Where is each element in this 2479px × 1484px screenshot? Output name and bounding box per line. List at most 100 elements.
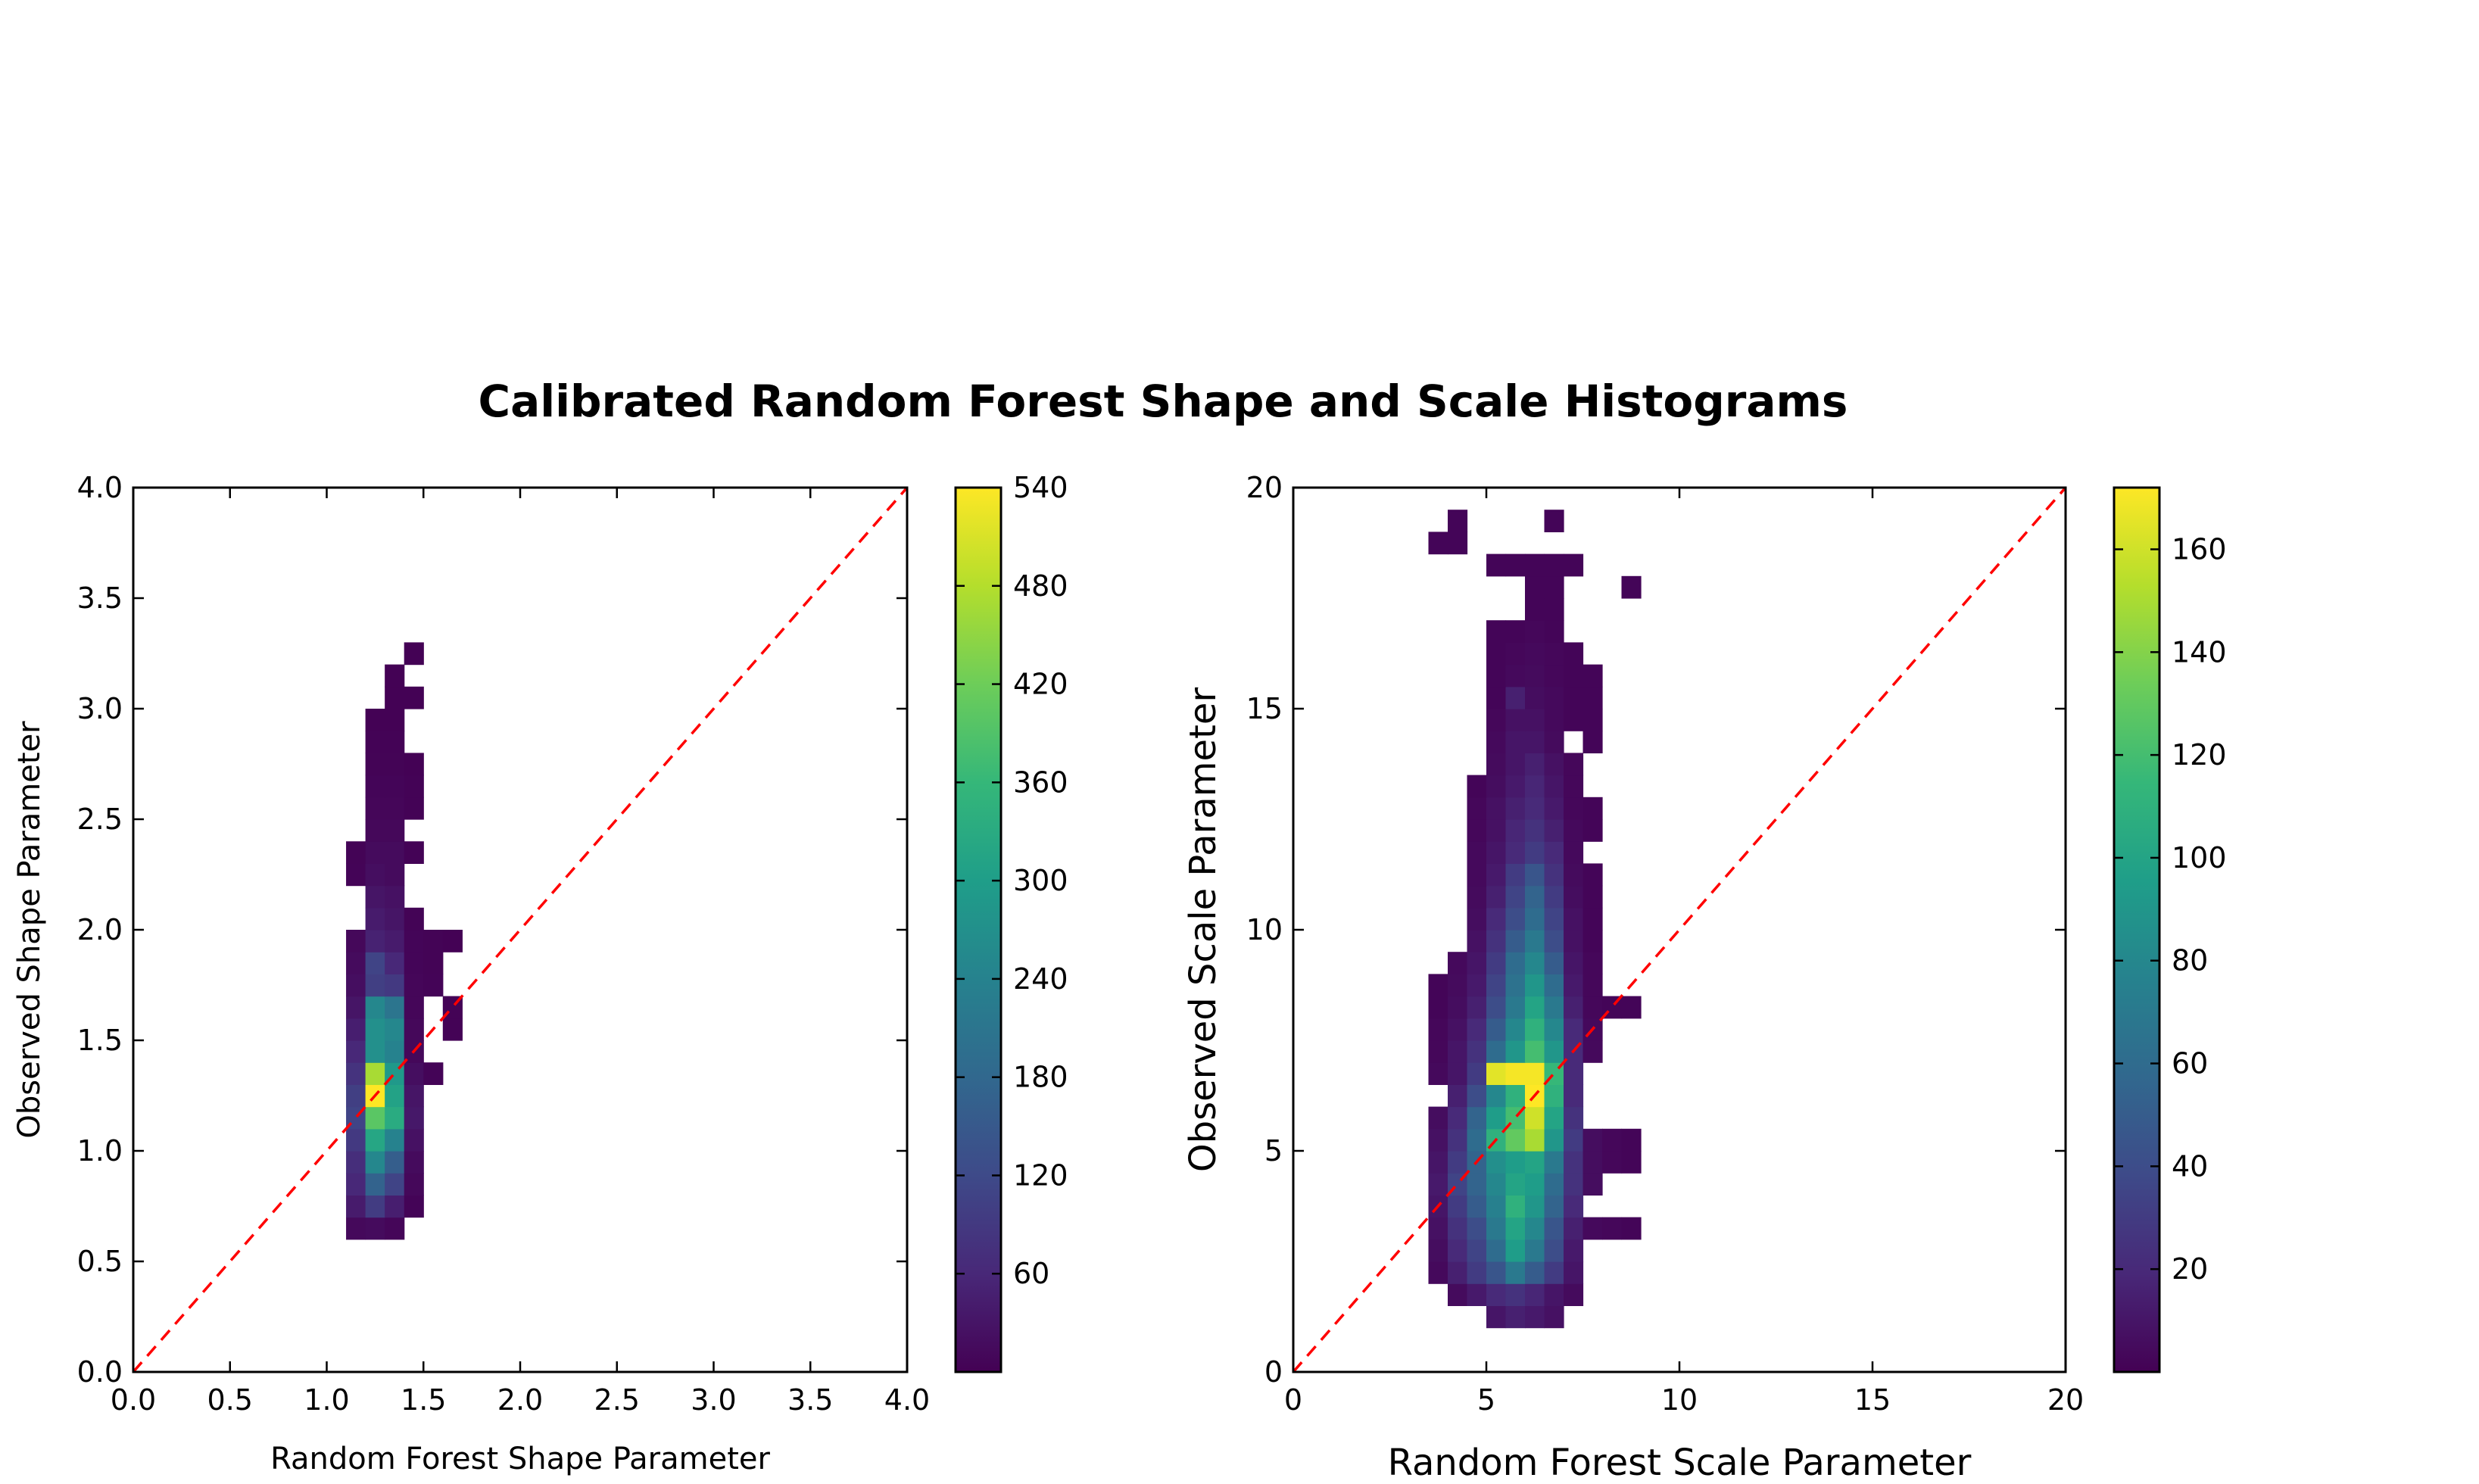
heatmap-cell [346,1195,366,1218]
heatmap-cell [1525,642,1545,666]
heatmap-cell [1428,1261,1448,1284]
heatmap-cell [1467,1283,1487,1306]
heatmap-cell [1583,1151,1603,1174]
heatmap-cell [1486,1106,1507,1130]
heatmap-cell [1621,575,1642,599]
heatmap-cell [1486,1040,1507,1063]
heatmap-cell [1525,598,1545,621]
colorbar-tick-label: 40 [2172,1149,2208,1183]
heatmap-cells [1428,510,1642,1329]
heatmap-cell [1525,575,1545,599]
heatmap-cell [1564,1062,1584,1085]
heatmap-cell [346,1084,366,1108]
heatmap-cell [1564,952,1584,974]
heatmap-cell [1525,996,1545,1019]
heatmap-cells [346,642,463,1240]
heatmap-cell [1544,1239,1564,1262]
heatmap-cell [1525,1305,1545,1329]
heatmap-cell [1564,1151,1584,1174]
heatmap-cell [1486,1305,1507,1329]
heatmap-cell [385,974,405,997]
heatmap-cell [1583,819,1603,842]
heatmap-cell [442,1018,463,1041]
heatmap-cell [1583,974,1603,997]
heatmap-cell [1467,1040,1487,1063]
y-tick-label: 5 [1264,1134,1283,1168]
heatmap-cell [1467,1128,1487,1152]
heatmap-cell [1505,1217,1526,1240]
heatmap-cell [1564,1173,1584,1196]
heatmap-cell [385,664,405,687]
heatmap-cell [1486,1173,1507,1196]
x-tick-label: 5 [1477,1383,1495,1417]
heatmap-cell [404,952,424,974]
heatmap-cell [1448,1239,1468,1262]
heatmap-cell [346,1217,366,1240]
heatmap-cell [346,1040,366,1063]
scale-histogram-panel: 0 5 10 15 20 0 5 10 15 20 Random Forest Scale Para… [1182,471,2084,1484]
x-tick-label: 4.0 [884,1383,930,1417]
heatmap-cell [365,952,385,974]
heatmap-cell [346,996,366,1019]
heatmap-cell [346,1128,366,1152]
heatmap-cell [365,797,385,820]
heatmap-cell [1621,1128,1642,1152]
heatmap-cell [1505,1195,1526,1218]
heatmap-cell [1583,1173,1603,1196]
heatmap-cell [404,996,424,1019]
heatmap-cell [1486,819,1507,842]
heatmap-cell [404,1173,424,1196]
heatmap-cell [1602,1151,1623,1174]
heatmap-cell [1564,841,1584,864]
y-tick-label: 2.0 [77,913,123,946]
heatmap-cell [1448,1040,1468,1063]
heatmap-cell [1544,1305,1564,1329]
heatmap-cell [1525,686,1545,709]
heatmap-cell [1544,841,1564,864]
heatmap-cell [1467,841,1487,864]
heatmap-cell [1544,1040,1564,1063]
heatmap-cell [1486,907,1507,931]
heatmap-cell [1505,1283,1526,1306]
heatmap-cell [1505,686,1526,709]
heatmap-cell [1505,885,1526,909]
heatmap-cell [1505,553,1526,577]
figure-title: Calibrated Random Forest Shape and Scale… [479,376,1848,427]
colorbar-tick-label: 420 [1013,668,1068,701]
heatmap-cell [1448,510,1468,532]
heatmap-cell [1486,797,1507,820]
y-tick-label: 1.0 [77,1134,123,1168]
heatmap-cell [385,1106,405,1130]
heatmap-cell [1505,664,1526,687]
heatmap-cell [1467,1106,1487,1130]
heatmap-cell [1564,907,1584,931]
heatmap-cell [1583,907,1603,931]
heatmap-cell [1544,553,1564,577]
heatmap-cell [1505,841,1526,864]
heatmap-cell [385,1173,405,1196]
y-tick-label: 20 [1246,471,1283,504]
heatmap-cell [1486,974,1507,997]
heatmap-cell [1544,1283,1564,1306]
colorbar-tick-label: 480 [1013,569,1068,603]
heatmap-cell [1544,642,1564,666]
heatmap-cell [1525,1062,1545,1085]
colorbar-tick-label: 180 [1013,1061,1068,1094]
heatmap-cell [1428,1173,1448,1196]
heatmap-cell [1448,532,1468,555]
heatmap-cell [1621,1217,1642,1240]
heatmap-cell [1428,1151,1448,1174]
heatmap-cell [1583,731,1603,753]
x-tick-label: 3.0 [691,1383,736,1417]
heatmap-cell [1564,1195,1584,1218]
heatmap-cell [1544,974,1564,997]
heatmap-cell [1467,885,1487,909]
heatmap-cell [1505,952,1526,974]
heatmap-cell [1544,686,1564,709]
heatmap-cell [1544,731,1564,753]
heatmap-cell [365,1018,385,1041]
heatmap-cell [1544,664,1564,687]
heatmap-cell [404,1151,424,1174]
heatmap-cell [365,930,385,952]
heatmap-cell [365,1195,385,1218]
